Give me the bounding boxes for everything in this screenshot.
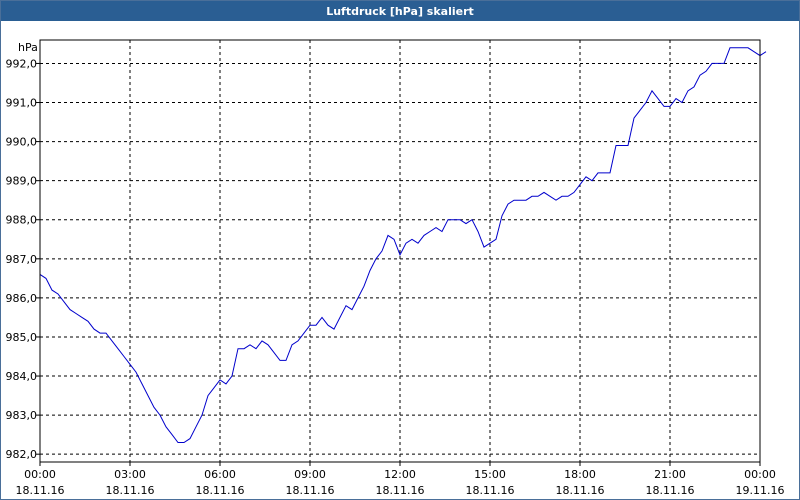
x-tick-date: 18.11.16 (646, 484, 695, 497)
x-tick-time: 03:00 (114, 468, 146, 481)
y-tick-label: 991,0 (6, 97, 38, 110)
y-tick-label: 986,0 (6, 292, 38, 305)
y-tick-label: 984,0 (6, 370, 38, 383)
y-tick-label: 988,0 (6, 214, 38, 227)
y-tick-label: 983,0 (6, 409, 38, 422)
x-tick-date: 19.11.16 (736, 484, 785, 497)
y-tick-label: 990,0 (6, 136, 38, 149)
y-tick-label: 987,0 (6, 253, 38, 266)
x-tick-time: 00:00 (744, 468, 776, 481)
y-axis-label: hPa (18, 41, 38, 54)
plot-frame (39, 39, 761, 463)
y-tick-labels: 982,0 983,0 984,0 985,0 986,0 987,0 988,0 989,0… (6, 57, 38, 461)
x-tick-time: 09:00 (294, 468, 326, 481)
y-tick-label: 985,0 (6, 331, 38, 344)
x-tick-date: 18.11.16 (466, 484, 515, 497)
y-tick-label: 989,0 (6, 175, 38, 188)
x-tick-time: 18:00 (564, 468, 596, 481)
x-tick-time: 06:00 (204, 468, 236, 481)
x-tick-date: 18.11.16 (556, 484, 605, 497)
x-tick-date: 18.11.16 (106, 484, 155, 497)
x-tick-date: 18.11.16 (16, 484, 65, 497)
x-tick-date: 18.11.16 (286, 484, 335, 497)
y-tick-label: 992,0 (6, 57, 38, 70)
x-tick-date: 18.11.16 (376, 484, 425, 497)
x-tick-labels: 00:00 18.11.16 03:00 18.11.16 06:00 18.11.16 0… (16, 468, 785, 497)
x-tick-time: 21:00 (654, 468, 686, 481)
y-tick-label: 982,0 (6, 448, 38, 461)
x-tick-time: 00:00 (24, 468, 56, 481)
x-tick-time: 15:00 (474, 468, 506, 481)
x-tick-time: 12:00 (384, 468, 416, 481)
x-tick-date: 18.11.16 (196, 484, 245, 497)
grid-lines (36, 40, 761, 466)
window-title: Luftdruck [hPa] skaliert (1, 1, 799, 21)
pressure-series-line (39, 47, 767, 443)
